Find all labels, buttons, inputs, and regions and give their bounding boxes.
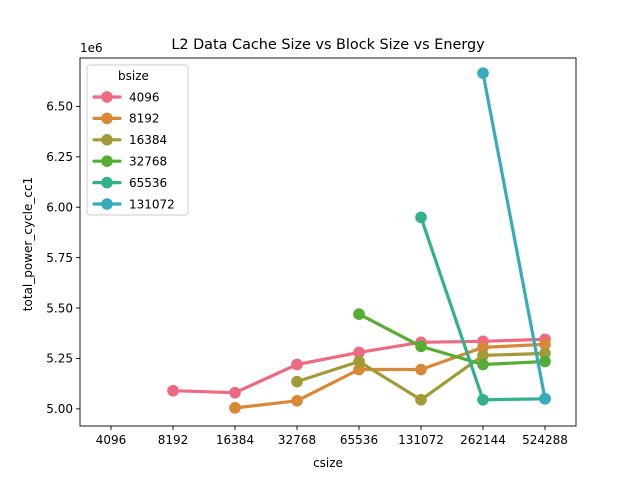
y-axis: 5.00 5.25 5.50 5.75 6.00 6.25 6.50 xyxy=(46,100,80,416)
legend-label-32768: 32768 xyxy=(129,155,167,169)
legend-marker-65536 xyxy=(101,176,113,189)
y-tick-label-5.00: 5.00 xyxy=(46,402,73,416)
legend-label-16384: 16384 xyxy=(129,133,167,147)
series-line-8192 xyxy=(233,342,547,410)
point-8192-16384 xyxy=(229,402,241,414)
x-tick-label-8192: 8192 xyxy=(158,433,189,447)
legend-title: bsize xyxy=(118,69,149,83)
point-4096-65536 xyxy=(353,346,365,359)
x-axis: 4096 8192 16384 32768 65536 131072 262144 52428… xyxy=(96,426,568,447)
point-4096-8192 xyxy=(167,384,179,397)
legend-label-8192: 8192 xyxy=(129,112,160,126)
point-8192-32768 xyxy=(291,394,303,407)
legend-marker-16384 xyxy=(101,134,113,146)
y-tick-label-5.50: 5.50 xyxy=(46,301,73,315)
x-tick-label-65536: 65536 xyxy=(340,433,378,447)
x-axis-label: csize xyxy=(313,456,343,470)
point-131072-524288 xyxy=(539,392,551,405)
point-16384-131072 xyxy=(415,393,427,406)
series-line-32768 xyxy=(357,312,547,367)
legend-marker-4096 xyxy=(101,91,113,103)
legend-label-65536: 65536 xyxy=(129,176,167,190)
x-tick-label-32768: 32768 xyxy=(278,433,316,447)
x-tick-label-524288: 524288 xyxy=(522,433,568,447)
legend: bsize 4096 8192 16384 32768 65536 131072 xyxy=(86,64,189,216)
x-tick-label-16384: 16384 xyxy=(216,433,254,447)
plot-frame xyxy=(79,57,577,427)
point-32768-131072 xyxy=(415,340,427,353)
plot-area xyxy=(79,57,577,427)
legend-marker-8192 xyxy=(101,112,113,125)
y-tick-label-5.75: 5.75 xyxy=(46,251,73,265)
point-32768-262144 xyxy=(477,358,489,371)
y-tick-label-6.50: 6.50 xyxy=(46,100,73,114)
point-65536-262144 xyxy=(477,393,489,406)
point-8192-131072 xyxy=(415,363,427,376)
legend-label-131072: 131072 xyxy=(129,197,175,211)
point-8192-65536 xyxy=(353,363,365,376)
point-32768-524288 xyxy=(539,355,551,368)
point-16384-32768 xyxy=(291,375,303,388)
point-32768-65536 xyxy=(353,308,365,320)
point-16384-65536 xyxy=(353,355,365,368)
point-8192-262144 xyxy=(477,341,489,354)
y-tick-label-6.25: 6.25 xyxy=(46,150,73,164)
series-line-131072 xyxy=(481,71,547,401)
point-4096-16384 xyxy=(229,386,241,399)
y-offset-label: 1e6 xyxy=(80,41,103,55)
legend-marker-32768 xyxy=(101,155,113,167)
point-16384-262144 xyxy=(477,349,489,362)
chart-title: L2 Data Cache Size vs Block Size vs Ener… xyxy=(171,37,485,53)
legend-box xyxy=(86,64,189,216)
series-line-16384 xyxy=(295,351,547,402)
x-tick-label-4096: 4096 xyxy=(96,433,127,447)
point-131072-262144 xyxy=(477,67,489,79)
x-tick-label-131072: 131072 xyxy=(398,433,444,447)
x-tick-label-262144: 262144 xyxy=(460,433,506,447)
point-16384-524288 xyxy=(539,347,551,360)
y-axis-label: total_power_cycle_cc1 xyxy=(21,177,35,311)
y-tick-label-5.25: 5.25 xyxy=(46,352,73,366)
point-4096-32768 xyxy=(291,358,303,371)
y-tick-label-6.00: 6.00 xyxy=(46,201,73,215)
legend-label-4096: 4096 xyxy=(129,90,160,104)
legend-marker-131072 xyxy=(101,198,113,210)
point-8192-524288 xyxy=(539,338,551,351)
point-65536-131072 xyxy=(415,211,427,224)
